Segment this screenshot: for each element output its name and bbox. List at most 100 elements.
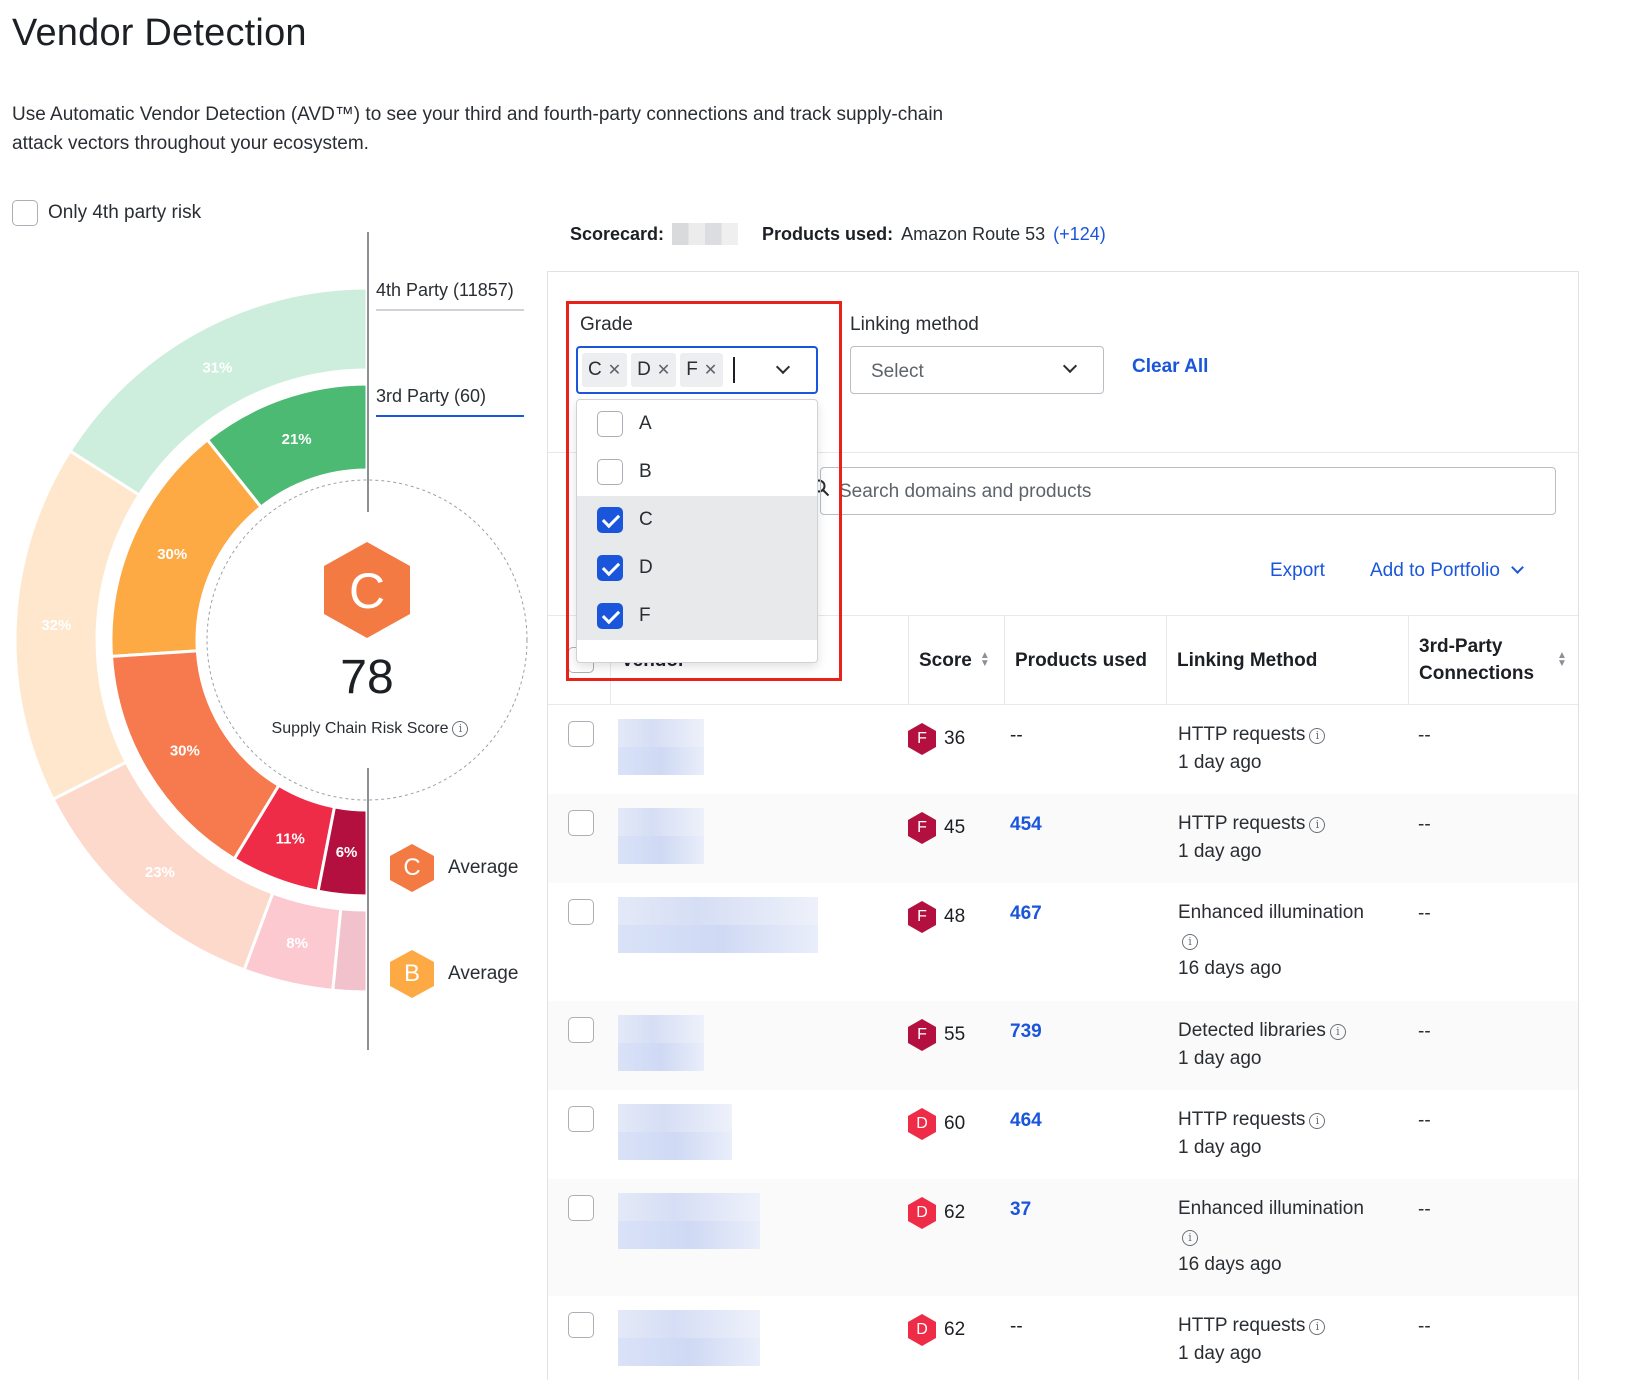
row-checkbox[interactable]: [568, 899, 594, 925]
row-products-used[interactable]: 464: [1010, 1110, 1042, 1131]
grade-option-b[interactable]: B: [577, 448, 817, 496]
row-checkbox[interactable]: [568, 1312, 594, 1338]
text-caret: [733, 357, 736, 383]
products-more-link[interactable]: (+124): [1053, 223, 1106, 244]
info-icon[interactable]: i: [1309, 817, 1326, 833]
vendor-redacted[interactable]: [618, 1310, 760, 1366]
search-placeholder: Search domains and products: [839, 481, 1092, 502]
inner-label-c: 30%: [170, 742, 200, 759]
table-row[interactable]: F 36 -- HTTP requests i 1 day ago --: [548, 705, 1578, 794]
info-icon[interactable]: i: [1182, 934, 1198, 950]
linking-method-select[interactable]: Select: [850, 346, 1104, 394]
sort-icon: ▲ ▼: [1557, 650, 1567, 669]
row-linking-method: HTTP requests i 1 day ago: [1178, 721, 1398, 777]
vendor-redacted[interactable]: [618, 897, 818, 953]
table-row[interactable]: F 45 454 HTTP requests i 1 day ago --: [548, 794, 1578, 883]
table-row[interactable]: D 62 -- HTTP requests i 1 day ago --: [548, 1296, 1578, 1380]
row-checkbox[interactable]: [568, 1106, 594, 1132]
grade-badge-icon: F: [908, 1019, 936, 1051]
score-cell: F 45: [908, 812, 965, 844]
grade-option-d[interactable]: D: [577, 544, 817, 592]
chevron-down-icon[interactable]: [775, 359, 791, 375]
grade-filter-label: Grade: [580, 314, 633, 335]
row-linking-method: Detected libraries i 1 day ago: [1178, 1017, 1398, 1073]
row-3rd-party-connections: --: [1418, 1110, 1431, 1131]
table-row[interactable]: F 48 467 Enhanced illumination i 16 days …: [548, 883, 1578, 1001]
add-to-portfolio-button[interactable]: Add to Portfolio: [1370, 560, 1525, 582]
row-grade: F: [917, 819, 927, 836]
grade-option-c[interactable]: C: [577, 496, 817, 544]
chevron-down-icon[interactable]: [1062, 358, 1078, 374]
page-description: Use Automatic Vendor Detection (AVD™) to…: [12, 104, 944, 154]
scorecard-label: Scorecard:: [570, 223, 665, 244]
row-3rd-party-connections: --: [1418, 1316, 1431, 1337]
export-button[interactable]: Export: [1270, 560, 1325, 581]
header-linking-method: Linking Method: [1166, 616, 1408, 704]
info-icon[interactable]: i: [452, 721, 469, 737]
info-icon[interactable]: i: [1329, 1024, 1346, 1040]
grade-chip-d[interactable]: D ✕: [631, 353, 677, 387]
row-checkbox[interactable]: [568, 1195, 594, 1221]
table-row[interactable]: D 60 464 HTTP requests i 1 day ago --: [548, 1090, 1578, 1179]
grade-badge-icon: F: [908, 901, 936, 933]
average-row-b: B Average: [390, 950, 518, 998]
row-products-used[interactable]: 467: [1010, 903, 1042, 924]
vendor-redacted[interactable]: [618, 808, 704, 864]
score-cell: F 55: [908, 1019, 965, 1051]
table-row[interactable]: F 55 739 Detected libraries i 1 day ago -…: [548, 1001, 1578, 1090]
header-score[interactable]: Score ▲ ▼: [908, 616, 1004, 704]
vendor-redacted[interactable]: [618, 1104, 732, 1160]
row-checkbox[interactable]: [568, 721, 594, 747]
info-icon[interactable]: i: [1309, 1113, 1326, 1129]
row-products-used[interactable]: 454: [1010, 814, 1042, 835]
remove-chip-icon[interactable]: ✕: [656, 362, 671, 379]
remove-chip-icon[interactable]: ✕: [703, 362, 718, 379]
grade-chip-c[interactable]: C ✕: [582, 353, 628, 387]
row-grade: D: [916, 1321, 928, 1338]
vendor-redacted[interactable]: [618, 719, 704, 775]
info-icon[interactable]: i: [1182, 1230, 1198, 1246]
only-4th-party-checkbox[interactable]: Only 4th party risk: [12, 200, 201, 226]
linking-method-time: 16 days ago: [1178, 1254, 1282, 1275]
info-icon[interactable]: i: [1309, 728, 1326, 744]
page-title: Vendor Detection: [12, 12, 307, 54]
checkbox-icon[interactable]: [12, 200, 38, 226]
grade-option-f[interactable]: F: [577, 592, 817, 640]
vendor-redacted[interactable]: [618, 1015, 704, 1071]
products-used-value: Amazon Route 53: [901, 223, 1046, 244]
row-products-used[interactable]: 739: [1010, 1021, 1042, 1042]
row-checkbox[interactable]: [568, 1017, 594, 1043]
row-linking-method: HTTP requests i 1 day ago: [1178, 1106, 1398, 1162]
score-cell: D 62: [908, 1314, 965, 1346]
outer-label-a: 31%: [202, 359, 232, 376]
tab-4th-party[interactable]: 4th Party (11857): [376, 280, 524, 311]
divider-line-top: [367, 232, 369, 512]
header-3rd-party-connections[interactable]: 3rd-Party Connections ▲ ▼: [1408, 616, 1578, 704]
tab-3rd-party[interactable]: 3rd Party (60): [376, 386, 524, 417]
only-4th-party-label: Only 4th party risk: [48, 202, 202, 223]
search-input[interactable]: Search domains and products: [820, 467, 1556, 515]
table-row[interactable]: D 62 37 Enhanced illumination i 16 days a…: [548, 1179, 1578, 1296]
grade-b-badge: B: [390, 950, 434, 998]
grade-dropdown-menu: A B C D F: [576, 399, 818, 663]
row-score: 45: [944, 817, 966, 838]
grade-select[interactable]: C ✕ D ✕ F ✕: [576, 346, 818, 394]
sort-icon: ▲ ▼: [979, 650, 990, 669]
average-label-c: Average: [448, 857, 519, 878]
score-cell: D 60: [908, 1108, 965, 1140]
chevron-down-icon: [1511, 561, 1525, 574]
vendor-redacted[interactable]: [618, 1193, 760, 1249]
clear-all-button[interactable]: Clear All: [1132, 356, 1209, 377]
checkbox-icon: [597, 411, 623, 437]
grade-chip-f[interactable]: F ✕: [680, 353, 724, 387]
grade-option-a[interactable]: A: [577, 400, 817, 448]
row-products-used[interactable]: 37: [1010, 1199, 1032, 1220]
grade-badge-icon: D: [908, 1314, 936, 1346]
center-grade-badge: C: [324, 542, 410, 638]
info-icon[interactable]: i: [1309, 1319, 1326, 1335]
checkbox-checked-icon: [597, 555, 623, 581]
row-products-used: --: [1010, 725, 1023, 746]
remove-chip-icon[interactable]: ✕: [607, 362, 622, 379]
row-checkbox[interactable]: [568, 810, 594, 836]
linking-method-text: HTTP requests: [1178, 813, 1306, 834]
